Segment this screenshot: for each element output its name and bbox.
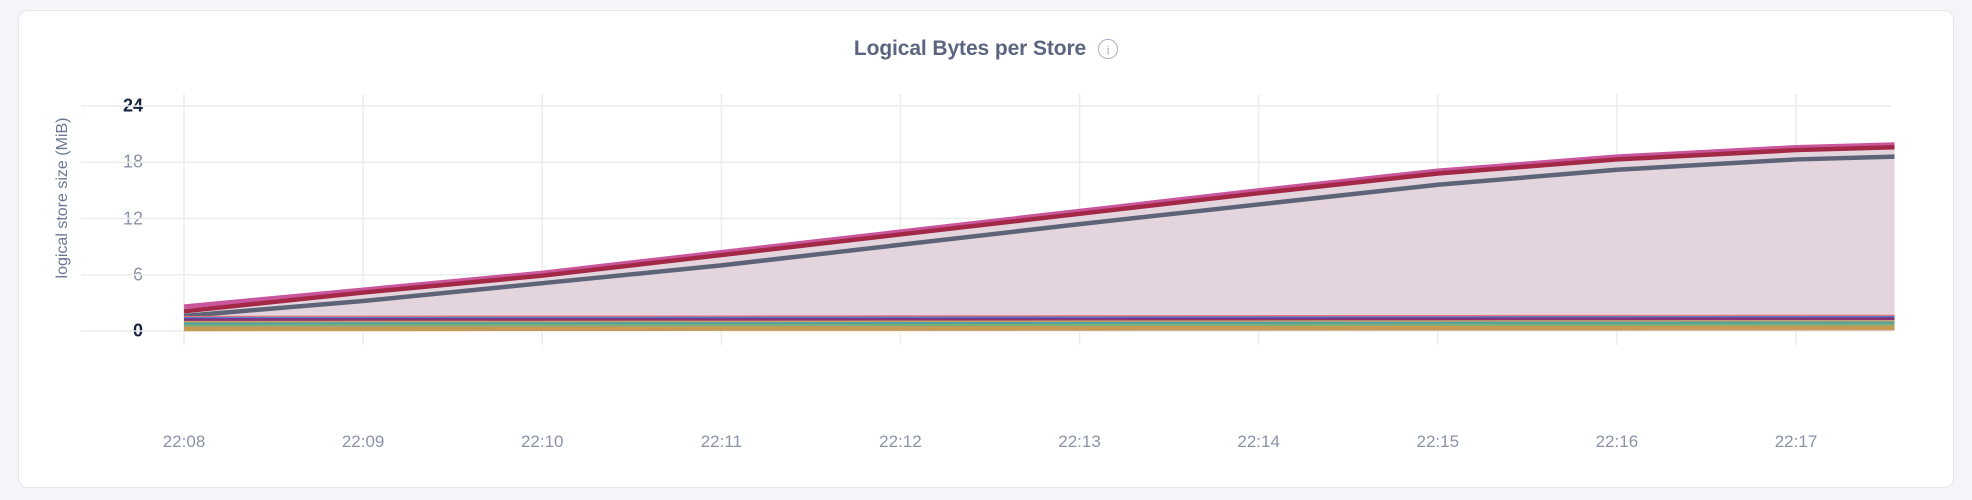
x-axis-tick-label: 22:11	[700, 432, 742, 451]
chart-card: Logical Bytes per Store i logical store …	[18, 10, 1954, 488]
series-line[interactable]	[183, 142, 1895, 309]
series-line[interactable]	[183, 145, 1895, 314]
page-title: Logical Bytes per Store	[853, 37, 1087, 60]
x-axis-tick-label: 22:16	[1595, 432, 1639, 451]
x-axis-tick-label: 22:09	[341, 432, 385, 451]
series-area	[184, 156, 1895, 331]
y-axis-label: logical store size (MiB)	[54, 117, 71, 279]
chart-header: Logical Bytes per Store i	[19, 37, 1953, 61]
chart-plot-wrapper: logical store size (MiB) 0 6 12 18 24 22:08 2…	[19, 11, 1955, 489]
info-icon[interactable]: i	[1098, 39, 1119, 59]
y-axis-tick-group: 0 6 12 18 24	[83, 11, 143, 489]
series-line[interactable]	[183, 154, 1895, 319]
x-axis-tick-label: 22:12	[879, 432, 922, 451]
x-axis-tick-label: 22:10	[520, 432, 564, 451]
x-axis-tick-label: 22:17	[1774, 432, 1818, 451]
series-line[interactable]	[183, 325, 1895, 332]
x-axis-tick-label: 22:08	[162, 432, 206, 451]
x-axis-tick-group: 22:08 22:09 22:10 22:11 22:12 22:13 22:14 22:15…	[149, 106, 1891, 451]
plot-area[interactable]	[81, 94, 1895, 345]
x-axis-tick-label: 22:13	[1058, 432, 1101, 451]
x-axis-tick-label: 22:14	[1237, 432, 1280, 451]
x-axis-tick-label: 22:15	[1416, 432, 1460, 451]
area-chart-svg[interactable]	[81, 94, 1895, 345]
